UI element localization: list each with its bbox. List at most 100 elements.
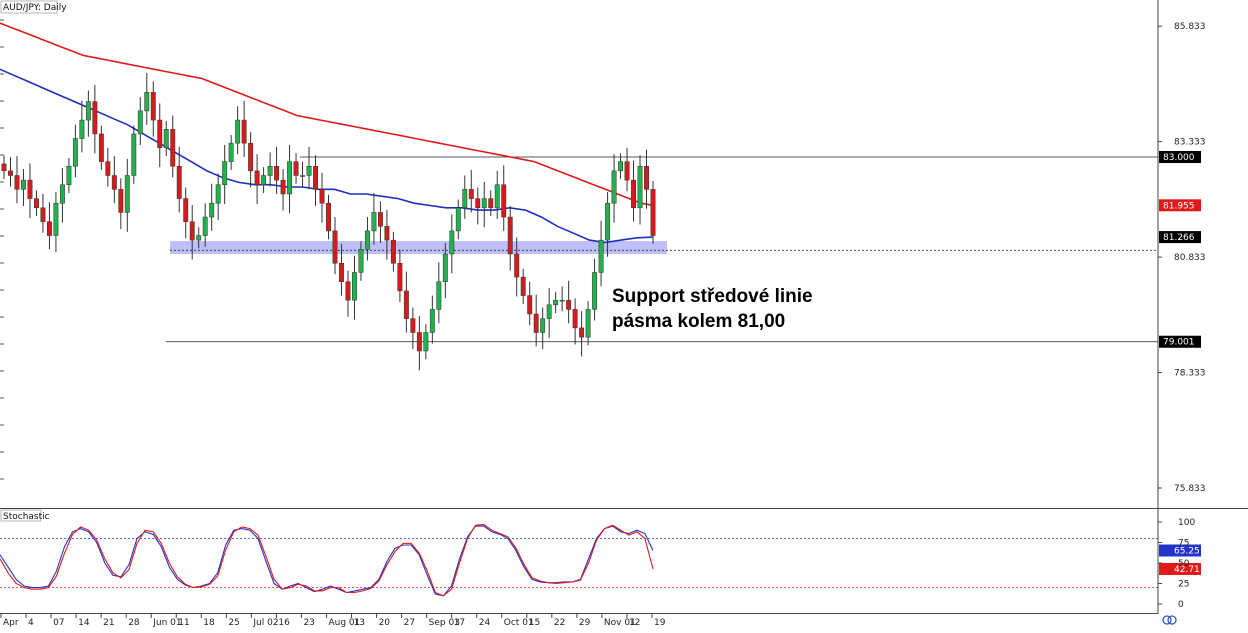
x-tick-label: 24	[479, 618, 491, 628]
main-price-panel: 83.000 79.001 81.955 81.266	[0, 22, 1201, 371]
candle-body	[235, 119, 241, 144]
candle-body	[449, 230, 455, 255]
indicator-title: Stochastic	[3, 512, 50, 522]
candle-body	[326, 202, 331, 232]
candle-body	[566, 299, 572, 310]
x-tick-label: Jul 02	[252, 618, 278, 628]
candle-body	[488, 198, 494, 209]
x-tick-label: 16	[278, 618, 290, 628]
stoch-y-tick-label: 100	[1178, 518, 1195, 528]
x-tick-label: 17	[454, 618, 465, 628]
candle-body	[222, 161, 228, 185]
candle-body	[358, 249, 364, 273]
candle-body	[481, 198, 487, 209]
candle-body	[300, 175, 305, 177]
candle-body	[53, 202, 59, 236]
link-icon[interactable]	[1162, 615, 1177, 625]
y-tick-label: 80.833	[1174, 253, 1206, 263]
candle-body	[215, 184, 221, 204]
x-tick-label: 28	[128, 618, 140, 628]
candle-body	[572, 309, 578, 329]
candle-body	[637, 166, 643, 209]
candle-body	[85, 101, 91, 121]
candle-body	[442, 253, 448, 282]
candle-body	[390, 239, 396, 264]
candle-body	[248, 142, 254, 172]
candle-body	[553, 299, 559, 306]
x-tick-label: Oct 01	[504, 618, 534, 628]
stoch-tag-text: 42.71	[1174, 565, 1200, 575]
x-tick-label: 29	[579, 618, 591, 628]
x-tick-label: 19	[654, 618, 666, 628]
price-tag-text: 81.266	[1163, 233, 1195, 243]
candle-body	[228, 142, 234, 162]
candle-body	[527, 295, 533, 315]
y-tick-label: 75.833	[1174, 484, 1206, 494]
candle-body	[163, 129, 169, 149]
candle-body	[66, 166, 72, 185]
x-tick-label: Apr	[3, 618, 19, 628]
candle-body	[319, 189, 325, 204]
candle-body	[540, 318, 546, 333]
candle-body	[34, 198, 39, 209]
candle-body	[293, 161, 299, 176]
candle-body	[150, 92, 156, 121]
y-tick-label: 85.833	[1174, 22, 1206, 32]
candle-body	[339, 262, 344, 282]
annotation-line-1: Support středové linie	[612, 286, 813, 307]
candle-body	[79, 119, 85, 139]
candle-body	[416, 332, 422, 352]
candle-body	[618, 161, 623, 172]
candle-body	[546, 304, 552, 319]
candle-body	[579, 327, 585, 338]
x-tick-label: 14	[78, 618, 90, 628]
x-tick-label: 12	[629, 618, 640, 628]
price-tag	[1159, 199, 1201, 212]
stoch-line-1	[0, 523, 654, 597]
candle-body	[46, 221, 52, 236]
candle-body	[105, 161, 111, 176]
candle-body	[118, 189, 124, 213]
x-tick-label: Sep 03	[429, 618, 460, 628]
candle-body	[306, 166, 312, 176]
candle-body	[8, 170, 13, 176]
candle-body	[98, 133, 104, 162]
candle-body	[462, 189, 468, 209]
candle-body	[436, 281, 442, 310]
candle-body	[189, 221, 195, 241]
candle-body	[332, 230, 338, 264]
x-tick-label: 15	[529, 618, 540, 628]
stoch-tag-text: 65.25	[1174, 546, 1200, 556]
level-tag	[1159, 335, 1201, 348]
sma-slow-line	[0, 22, 654, 207]
price-tag	[1159, 231, 1201, 244]
candle-body	[468, 189, 474, 199]
candle-body	[377, 212, 383, 227]
candle-body	[202, 216, 208, 236]
sma-fast-line	[0, 68, 654, 244]
x-tick-label: 11	[178, 618, 189, 628]
candle-body	[196, 235, 202, 241]
x-tick-label: 21	[103, 618, 114, 628]
candle-body	[429, 309, 435, 333]
stoch-y-tick-label: 75	[1178, 539, 1189, 549]
candle-body	[514, 253, 520, 278]
x-tick-label: 4	[28, 618, 34, 628]
candle-body	[131, 133, 137, 176]
candle-body	[274, 166, 280, 181]
y-tick-label: 78.333	[1174, 369, 1206, 379]
candle-body	[592, 272, 598, 310]
x-tick-label: 20	[379, 618, 391, 628]
candle-body	[72, 138, 78, 167]
candle-body	[650, 189, 656, 236]
candle-body	[631, 179, 636, 209]
candle-body	[254, 170, 260, 185]
candle-body	[111, 175, 117, 190]
x-tick-label: 25	[228, 618, 239, 628]
stoch-y-tick-label: 0	[1178, 600, 1184, 610]
y-tick-label: 83.333	[1174, 138, 1206, 148]
x-tick-label: Nov 01	[604, 618, 636, 628]
candle-body	[605, 202, 611, 241]
